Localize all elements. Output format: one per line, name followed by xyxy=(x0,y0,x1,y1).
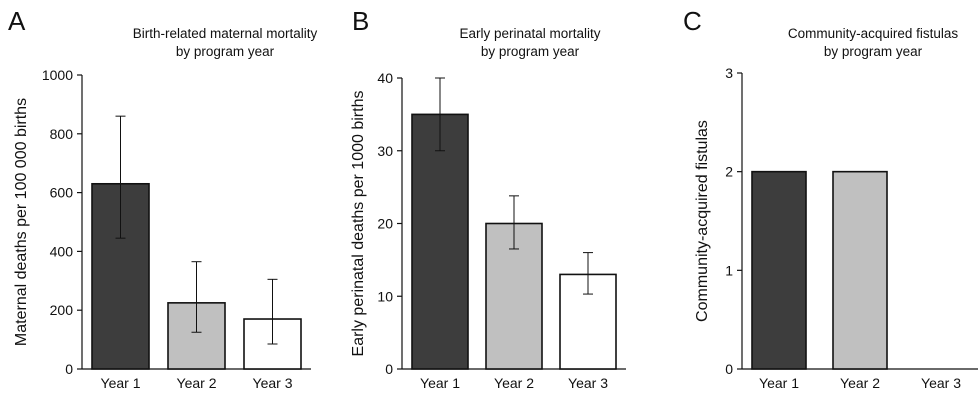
y-axis-label: Community-acquired fistulas xyxy=(694,120,711,322)
x-tick-label: Year 2 xyxy=(840,375,880,391)
y-tick-label: 10 xyxy=(377,288,393,304)
y-tick-label: 20 xyxy=(377,216,393,232)
x-tick-label: Year 1 xyxy=(759,375,799,391)
x-tick-label: Year 1 xyxy=(101,375,141,391)
y-axis-label: Maternal deaths per 100 000 births xyxy=(13,98,30,346)
y-tick-label: 2 xyxy=(725,164,733,180)
y-tick-label: 1000 xyxy=(42,67,73,83)
chart-panel-b: B Early perinatal mortality by program yea… xyxy=(350,6,626,391)
y-tick-label: 200 xyxy=(50,302,74,318)
y-axis-label: Early perinatal deaths per 1000 births xyxy=(350,91,367,357)
y-tick-label: 600 xyxy=(50,185,74,201)
chart-title: by program year xyxy=(824,44,923,59)
bar-year-2 xyxy=(832,170,888,370)
panel-letter: B xyxy=(352,6,369,36)
y-tick-label: 0 xyxy=(385,361,393,377)
chart-title: Early perinatal mortality xyxy=(459,26,600,41)
x-tick-label: Year 2 xyxy=(494,375,534,391)
panel-letter: A xyxy=(8,6,26,36)
x-tick-label: Year 2 xyxy=(177,375,217,391)
chart-title: Community-acquired fistulas xyxy=(788,26,959,41)
chart-title: by program year xyxy=(481,44,580,59)
bar-year-1 xyxy=(411,113,469,370)
x-tick-label: Year 3 xyxy=(253,375,293,391)
x-tick-label: Year 3 xyxy=(568,375,608,391)
chart-panel-c: C Community-acquired fistulas by program y… xyxy=(683,6,978,391)
chart-title: Birth-related maternal mortality xyxy=(133,26,318,41)
y-tick-label: 3 xyxy=(725,65,733,81)
x-tick-label: Year 3 xyxy=(921,375,961,391)
y-tick-label: 40 xyxy=(377,70,393,86)
chart-title: by program year xyxy=(176,44,275,59)
y-tick-label: 30 xyxy=(377,143,393,159)
x-tick-label: Year 1 xyxy=(420,375,460,391)
y-tick-label: 800 xyxy=(50,126,74,142)
y-tick-label: 400 xyxy=(50,243,74,259)
y-tick-label: 0 xyxy=(65,361,73,377)
panel-letter: C xyxy=(683,6,702,36)
y-tick-label: 1 xyxy=(725,262,733,278)
y-tick-label: 0 xyxy=(725,361,733,377)
bar-year-1 xyxy=(751,170,807,370)
chart-panel-a: A Birth-related maternal mortality by prog… xyxy=(8,6,318,391)
